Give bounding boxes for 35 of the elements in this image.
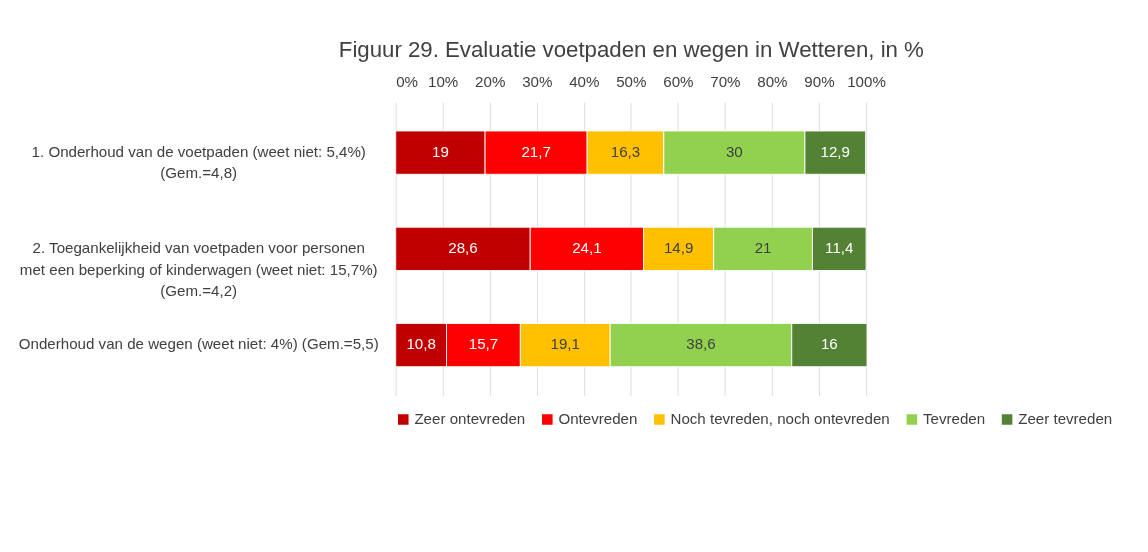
- x-tick-label: 90%: [804, 72, 835, 90]
- x-tick-label: 40%: [569, 72, 600, 90]
- data-label: 19,1: [550, 335, 580, 353]
- x-tick-label: 20%: [475, 72, 506, 90]
- data-label: 16: [820, 335, 838, 353]
- legend-label: Tevreden: [923, 409, 986, 427]
- data-label: 28,6: [448, 239, 478, 257]
- x-tick-label: 30%: [522, 72, 553, 90]
- x-tick-label: 70%: [710, 72, 741, 90]
- x-tick-label: 100%: [847, 72, 886, 90]
- data-label: 19: [431, 143, 449, 161]
- x-tick-label: 10%: [428, 72, 459, 90]
- data-label: 38,6: [686, 335, 716, 353]
- data-label: 24,1: [572, 239, 602, 257]
- data-label: 10,8: [406, 335, 436, 353]
- data-label: 12,9: [820, 143, 850, 161]
- data-label: 14,9: [663, 239, 694, 257]
- data-label: 15,7: [468, 335, 499, 353]
- data-label: 21: [754, 239, 772, 257]
- x-tick-label: 80%: [757, 72, 788, 90]
- x-tick-label: 60%: [663, 72, 694, 90]
- chart-title: Figuur 29. Evaluatie voetpaden en wegen in Wetteren, in %: [338, 36, 924, 62]
- legend-label: Noch tevreden, noch ontevreden: [670, 409, 890, 427]
- legend-label: Ontevreden: [558, 409, 638, 427]
- data-label: 30: [725, 143, 743, 161]
- legend-label: Zeer ontevreden: [414, 409, 526, 427]
- data-label: 16,3: [610, 143, 641, 161]
- y-tick-label: 1. Onderhoud van de voetpaden (weet niet: 5,4%) (Gem.=4,8): [31, 143, 366, 182]
- legend-label: Zeer tevreden: [1018, 409, 1113, 427]
- x-tick-label: 50%: [616, 72, 647, 90]
- data-label: 21,7: [521, 143, 551, 161]
- y-tick-label: 2. Toegankelijkheid van voetpaden voor personen met een beperking of kinderwagen (weet niet: 15,7%) (Gem.=4,2): [19, 239, 378, 299]
- x-tick-label: 0%: [396, 72, 418, 90]
- data-label: 11,4: [825, 239, 854, 257]
- y-tick-label: Onderhoud van de wegen (weet niet: 4%) (Gem.=5,5): [18, 335, 379, 353]
